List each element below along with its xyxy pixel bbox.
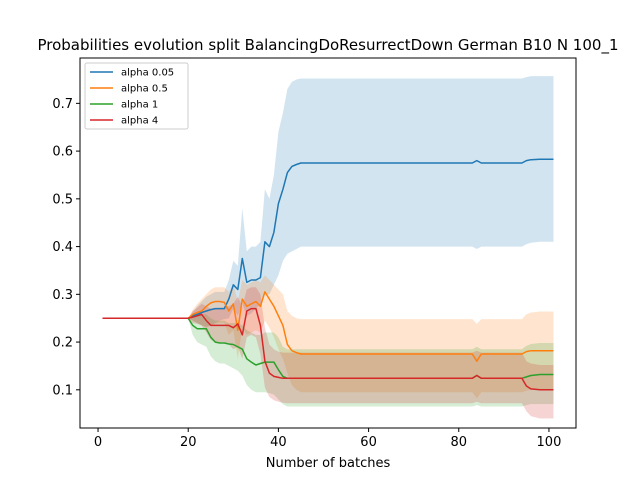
x-axis-label: Number of batches (266, 456, 391, 471)
legend: alpha 0.05 alpha 0.5 alpha 1 alpha 4 (84, 62, 189, 130)
series-line-alpha-0-5 (102, 291, 554, 362)
series-line-alpha-0-05 (102, 158, 554, 319)
x-tick-label: 20 (180, 435, 197, 450)
series-line-alpha-4 (102, 307, 554, 391)
chart-title: Probabilities evolution split BalancingD… (37, 36, 618, 55)
x-tick-label: 60 (360, 435, 377, 450)
y-tick-label: 0.4 (52, 240, 73, 255)
legend-box (84, 62, 189, 130)
y-tick-label: 0.5 (52, 192, 73, 207)
band-alpha-0-5 (102, 275, 554, 399)
band-alpha-1 (102, 314, 554, 407)
legend-label-alpha-4: alpha 4 (121, 116, 158, 127)
band-alpha-0-05 (102, 76, 554, 327)
y-tick-label: 0.6 (52, 145, 73, 160)
y-tick-label: 0.1 (52, 383, 73, 398)
series-lines (102, 158, 554, 391)
legend-label-alpha-0-05: alpha 0.05 (121, 68, 174, 79)
band-alpha-4 (102, 287, 554, 419)
x-tick-label: 40 (270, 435, 287, 450)
x-tick-label: 100 (537, 435, 562, 450)
x-axis-ticks: 0 20 40 60 80 100 (94, 428, 561, 450)
confidence-bands (102, 76, 554, 419)
legend-label-alpha-0-5: alpha 0.5 (121, 84, 168, 95)
x-tick-label: 80 (450, 435, 467, 450)
y-tick-label: 0.3 (52, 288, 73, 303)
y-tick-label: 0.2 (52, 336, 73, 351)
y-tick-label: 0.7 (52, 97, 73, 112)
plot-frame (79, 57, 577, 429)
y-axis-ticks: 0.1 0.2 0.3 0.4 0.5 0.6 0.7 (52, 97, 80, 398)
x-tick-label: 0 (94, 435, 102, 450)
legend-label-alpha-1: alpha 1 (121, 100, 158, 111)
